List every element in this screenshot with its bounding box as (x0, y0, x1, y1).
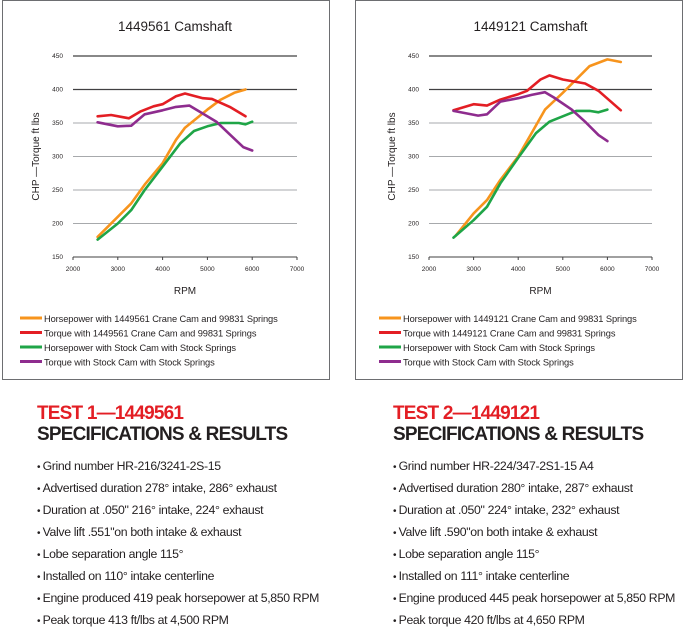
x-axis-label: RPM (529, 286, 551, 297)
legend-label: Horsepower with 1449121 Crane Cam and 99… (403, 314, 637, 324)
spec-item: Advertised duration 278° intake, 286° ex… (37, 478, 337, 500)
y-tick-label: 150 (408, 254, 419, 261)
chart-title: 1449561 Camshaft (118, 19, 232, 34)
series-line-2 (452, 74, 623, 112)
legend-label: Horsepower with Stock Cam with Stock Spr… (403, 343, 595, 353)
spec-item: Valve lift .551"on both intake & exhaust (37, 522, 337, 544)
y-tick-label: 400 (52, 87, 63, 94)
chart-1449561: 1449561 Camshaft 150 200 250 300 350 400 450 200… (2, 0, 330, 380)
y-tick-label: 350 (52, 120, 63, 127)
y-axis-label: CHP —Torque ft lbs (387, 112, 398, 200)
x-tick-label: 6000 (245, 266, 260, 273)
spec-subtitle: SPECIFICATIONS & RESULTS (37, 424, 288, 445)
spec-item: Engine produced 445 peak horsepower at 5… (393, 588, 688, 610)
legend-label: Torque with 1449121 Crane Cam and 99831 … (403, 329, 616, 339)
y-tick-label: 350 (408, 120, 419, 127)
spec-subtitle: SPECIFICATIONS & RESULTS (393, 424, 644, 445)
spec-list: Grind number HR-224/347-2S1-15 A4 Advert… (393, 456, 688, 632)
x-tick-label: 6000 (600, 266, 615, 273)
spec-item: Peak torque 413 ft/lbs at 4,500 RPM (37, 610, 337, 632)
y-tick-label: 300 (52, 154, 63, 161)
series-line-4 (96, 104, 254, 152)
series-line-3 (452, 108, 609, 239)
chart-svg: 1449121 Camshaft 150 200 250 300 350 400 450 200… (379, 19, 660, 368)
series-line-1 (454, 58, 623, 237)
y-tick-label: 300 (408, 154, 419, 161)
x-tick-label: 4000 (511, 266, 526, 273)
x-tick-label: 3000 (466, 266, 481, 273)
y-tick-label: 450 (408, 53, 419, 60)
legend-label: Torque with Stock Cam with Stock Springs (44, 358, 215, 368)
spec-item: Lobe separation angle 115° (37, 544, 337, 566)
y-tick-label: 150 (52, 254, 63, 261)
y-tick-label: 250 (52, 187, 63, 194)
y-tick-label: 450 (52, 53, 63, 60)
y-tick-label: 400 (408, 87, 419, 94)
legend-label: Torque with 1449561 Crane Cam and 99831 … (44, 329, 257, 339)
x-tick-label: 2000 (422, 266, 437, 273)
spec-list: Grind number HR-216/3241-2S-15 Advertise… (37, 456, 337, 632)
spec-item: Installed on 111° intake centerline (393, 566, 688, 588)
x-tick-label: 2000 (66, 266, 81, 273)
spec-item: Engine produced 419 peak horsepower at 5… (37, 588, 337, 610)
spec-item: Peak torque 420 ft/lbs at 4,650 RPM (393, 610, 688, 632)
spec-item: Grind number HR-224/347-2S1-15 A4 (393, 456, 688, 478)
y-tick-label: 200 (52, 221, 63, 228)
spec-title: TEST 1—1449561 (37, 403, 184, 424)
y-axis-label: CHP —Torque ft lbs (31, 112, 42, 200)
series-line-3 (96, 120, 254, 241)
spec-item: Lobe separation angle 115° (393, 544, 688, 566)
x-tick-label: 4000 (155, 266, 170, 273)
y-tick-label: 200 (408, 221, 419, 228)
chart-1449121: 1449121 Camshaft 150 200 250 300 350 400 450 200… (355, 0, 683, 380)
chart-title: 1449121 Camshaft (473, 19, 587, 34)
x-axis-label: RPM (174, 286, 196, 297)
spec-item: Grind number HR-216/3241-2S-15 (37, 456, 337, 478)
spec-item: Duration at .050" 216° intake, 224° exha… (37, 500, 337, 522)
legend-label: Horsepower with Stock Cam with Stock Spr… (44, 343, 236, 353)
x-tick-label: 7000 (290, 266, 305, 273)
legend-label: Torque with Stock Cam with Stock Springs (403, 358, 574, 368)
x-tick-label: 5000 (200, 266, 215, 273)
x-tick-label: 3000 (111, 266, 126, 273)
spec-title: TEST 2—1449121 (393, 403, 540, 424)
spec-item: Installed on 110° intake centerline (37, 566, 337, 588)
spec-item: Valve lift .590"on both intake & exhaust (393, 522, 688, 544)
x-tick-label: 5000 (556, 266, 571, 273)
series-line-2 (96, 92, 247, 120)
series-line-1 (96, 88, 247, 239)
legend-label: Horsepower with 1449561 Crane Cam and 99… (44, 314, 278, 324)
spec-item: Duration at .050" 224° intake, 232° exha… (393, 500, 688, 522)
spec-item: Advertised duration 280° intake, 287° ex… (393, 478, 688, 500)
chart-svg: 1449561 Camshaft 150 200 250 300 350 400 450 200… (20, 19, 305, 368)
specs-test-1: TEST 1—1449561 SPECIFICATIONS & RESULTS … (37, 404, 337, 632)
x-tick-label: 7000 (645, 266, 660, 273)
specs-test-2: TEST 2—1449121 SPECIFICATIONS & RESULTS … (393, 404, 688, 632)
series-line-4 (452, 90, 609, 143)
y-tick-label: 250 (408, 187, 419, 194)
